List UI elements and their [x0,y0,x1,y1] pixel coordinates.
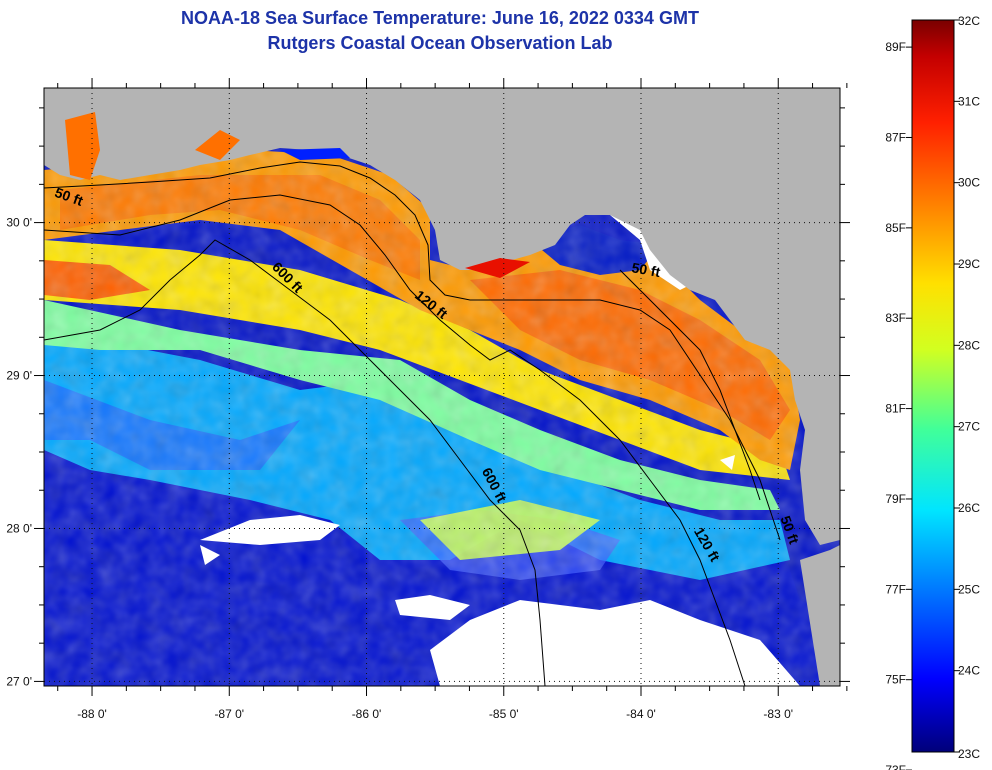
lon-tick-label: -83 0' [763,707,793,721]
colorbar-c-label: 29C [958,257,980,271]
depth-contours [44,161,781,686]
colorbar-c-label: 28C [958,338,980,352]
colorbar-c-label: 26C [958,501,980,515]
colorbar-c-label: 24C [958,664,980,678]
colorbar: 32C 31C 30C 29C 28C 27C 26C 25C 24C 23C 89F 87F 85F 8… [885,14,980,770]
colorbar-f-label: 87F [885,130,906,144]
colorbar-c-label: 31C [958,94,980,108]
map-title: NOAA-18 Sea Surface Temperature: June 16… [181,8,699,28]
colorbar-f-label: 81F [885,402,906,416]
ocean-sst-field [44,88,840,686]
lat-tick-label: 27 0' [6,674,32,688]
lon-tick-label: -85 0' [489,707,519,721]
colorbar-c-label: 25C [958,582,980,596]
lat-tick-label: 30 0' [6,216,32,230]
lat-tick-label: 28 0' [6,521,32,535]
land-mass [44,88,840,686]
lon-tick-label: -87 0' [214,707,244,721]
colorbar-f-label: 83F [885,311,906,325]
colorbar-c-label: 32C [958,14,980,28]
colorbar-f-label: 75F [885,673,906,687]
colorbar-f-label: 77F [885,582,906,596]
colorbar-c-label: 27C [958,420,980,434]
colorbar-c-label: 30C [958,176,980,190]
map-tick-labels: -88 0' -87 0' -86 0' -85 0' -84 0' -83 0' 30 0… [6,216,793,721]
lon-tick-label: -84 0' [626,707,656,721]
map-ticks [34,78,850,696]
colorbar-f-label: 85F [885,221,906,235]
colorbar-gradient [911,19,955,753]
lon-tick-label: -86 0' [352,707,382,721]
lat-tick-label: 29 0' [6,369,32,383]
map-subtitle: Rutgers Coastal Ocean Observation Lab [267,33,613,53]
colorbar-f-label: 73F [885,763,906,770]
lon-tick-label: -88 0' [77,707,107,721]
map-frame [43,87,841,687]
colorbar-f-label: 89F [885,40,906,54]
contour-label: 50 ft [630,259,661,280]
colorbar-f-label: 79F [885,492,906,506]
colorbar-c-label: 23C [958,747,980,761]
